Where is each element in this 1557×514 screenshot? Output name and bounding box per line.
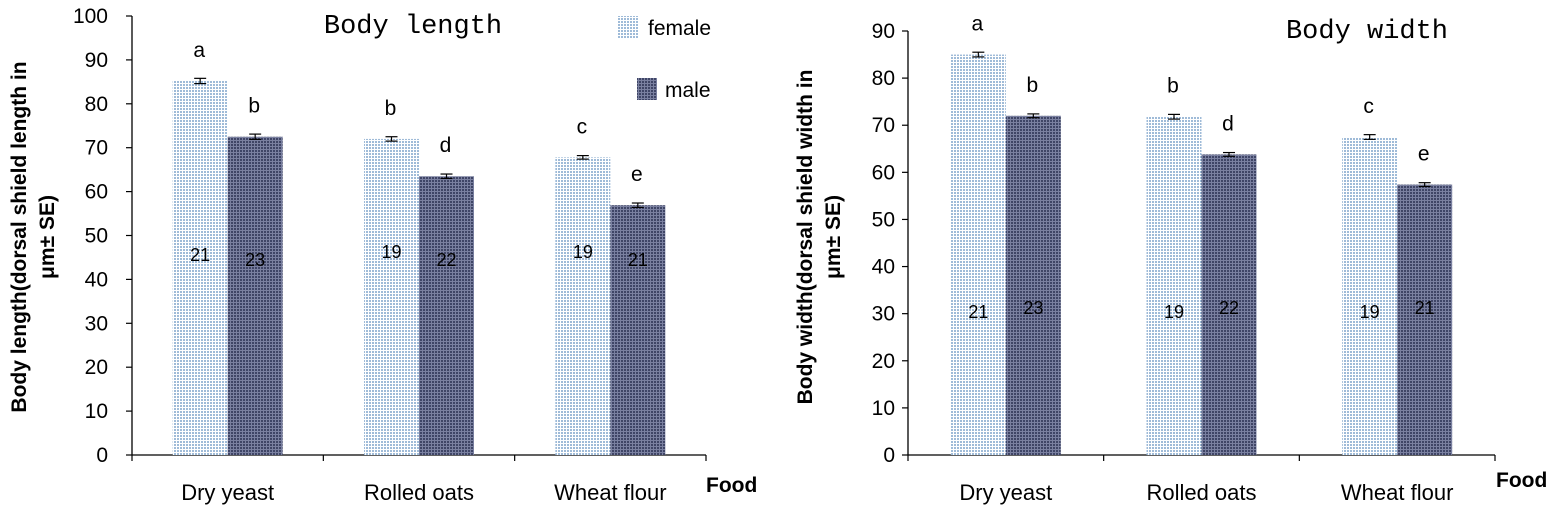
significance-letter: c [577,115,588,138]
bar-female [364,138,419,456]
chart-title: Body length [324,12,502,42]
y-tick-label: 50 [872,208,895,231]
x-tick-label: Rolled oats [364,480,474,505]
sample-size-label: 23 [245,250,265,270]
significance-letter: b [248,95,260,118]
y-tick-label: 10 [872,397,895,420]
bar-female [1342,137,1398,455]
bar-female [1146,116,1202,456]
y-axis-title-line-1: Body length(dorsal shield length in [8,61,31,412]
y-tick-label: 100 [73,5,108,28]
legend-swatch-female [618,16,638,38]
sample-size-label: 21 [628,250,648,270]
significance-letter: b [1167,75,1179,98]
sample-size-label: 23 [1023,298,1043,318]
sample-size-label: 22 [1219,298,1239,318]
significance-letter: d [440,134,452,157]
x-tick-label: Wheat flour [554,480,667,505]
sample-size-label: 21 [190,245,210,265]
significance-letter: e [631,163,643,186]
legend-swatch-male [637,78,657,100]
x-tick-label: Dry yeast [959,480,1052,505]
y-tick-label: 40 [872,256,895,279]
y-axis-title-line-2: μm± SE) [36,195,59,279]
significance-letter: a [971,13,983,36]
x-tick-label: Wheat flour [1341,480,1454,505]
x-axis-title: Food [1496,469,1547,492]
bar-male [419,176,474,456]
significance-letter: a [193,39,205,62]
y-tick-label: 0 [96,444,108,467]
bar-male [610,205,666,455]
y-tick-label: 80 [85,93,108,116]
bar-male [1005,115,1061,456]
y-tick-label: 70 [872,114,895,137]
sample-size-label: 19 [1360,302,1380,322]
y-tick-label: 30 [872,303,895,326]
sample-size-label: 19 [1164,302,1184,322]
y-tick-label: 40 [85,268,108,291]
sample-size-label: 21 [1415,298,1435,318]
sample-size-label: 19 [573,242,593,262]
significance-letter: b [1026,74,1038,97]
bar-male [227,136,283,455]
bar-male [1397,184,1453,456]
y-tick-label: 10 [85,400,108,423]
y-tick-label: 20 [872,350,895,373]
bar-female [172,80,228,456]
chart-body-length: Body length Body length(dorsal shield le… [8,5,757,505]
y-axis-title-line-1: Body width(dorsal shield width in [794,70,817,405]
x-tick-label: Rolled oats [1146,480,1256,505]
significance-letter: e [1418,143,1430,166]
legend: female male [618,16,711,102]
sample-size-label: 22 [436,250,456,270]
x-axis-title: Food [706,474,757,497]
sample-size-label: 21 [968,302,988,322]
y-tick-label: 70 [85,137,108,160]
significance-letter: b [385,97,397,120]
sample-size-label: 19 [381,242,401,262]
y-axis-title-line-2: μm± SE) [822,195,845,279]
significance-letter: c [1363,95,1374,118]
y-tick-label: 60 [872,161,895,184]
y-tick-label: 80 [872,67,895,90]
y-tick-label: 60 [85,181,108,204]
y-tick-label: 30 [85,312,108,335]
legend-label-female: female [648,17,711,40]
y-tick-label: 50 [85,225,108,248]
y-tick-label: 90 [85,49,108,72]
y-tick-label: 0 [883,444,895,467]
bar-male [1201,154,1257,456]
significance-letter: d [1222,112,1234,135]
chart-title: Body width [1286,17,1448,47]
x-tick-label: Dry yeast [181,480,274,505]
legend-label-male: male [665,79,711,102]
chart-body-width: Body width Body width(dorsal shield widt… [794,13,1547,505]
bar-female [950,54,1006,456]
bar-female [555,157,611,455]
y-tick-label: 20 [85,356,108,379]
y-tick-label: 90 [872,20,895,43]
